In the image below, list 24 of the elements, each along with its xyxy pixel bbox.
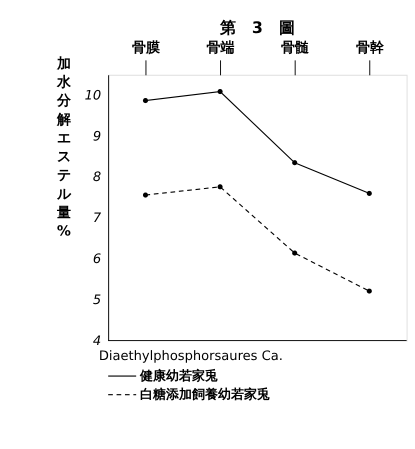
chart-title: 第 3 圖	[218, 18, 295, 37]
y-tick-label: 5	[92, 292, 102, 308]
x-tick-label: 骨膜	[132, 40, 161, 56]
y-tick-label: 9	[92, 129, 102, 144]
point	[218, 184, 223, 190]
y-tick-label: 8	[92, 170, 102, 186]
point	[366, 190, 372, 196]
point	[218, 89, 223, 94]
point	[142, 98, 148, 104]
legend-label: 白糖添加飼養幼若家兎	[140, 386, 270, 402]
text: 加水分解エステル量%	[56, 56, 71, 240]
point	[292, 160, 298, 166]
point	[292, 250, 298, 256]
y-tick-label: 4	[92, 334, 102, 349]
legend-label: 健康幼若家兎	[138, 368, 218, 384]
x-tick-label: 骨髄	[281, 40, 310, 56]
y-tick-label: 6	[92, 252, 102, 268]
point	[142, 192, 148, 198]
x-tick-label: 骨端	[206, 40, 235, 56]
x-axis-title: Diaethylphosphorsaures Ca.	[98, 349, 283, 364]
x-tick-label: 骨幹	[356, 40, 385, 56]
y-tick-label: 7	[92, 211, 102, 226]
point	[366, 288, 372, 294]
y-tick-label: 10	[84, 88, 102, 104]
